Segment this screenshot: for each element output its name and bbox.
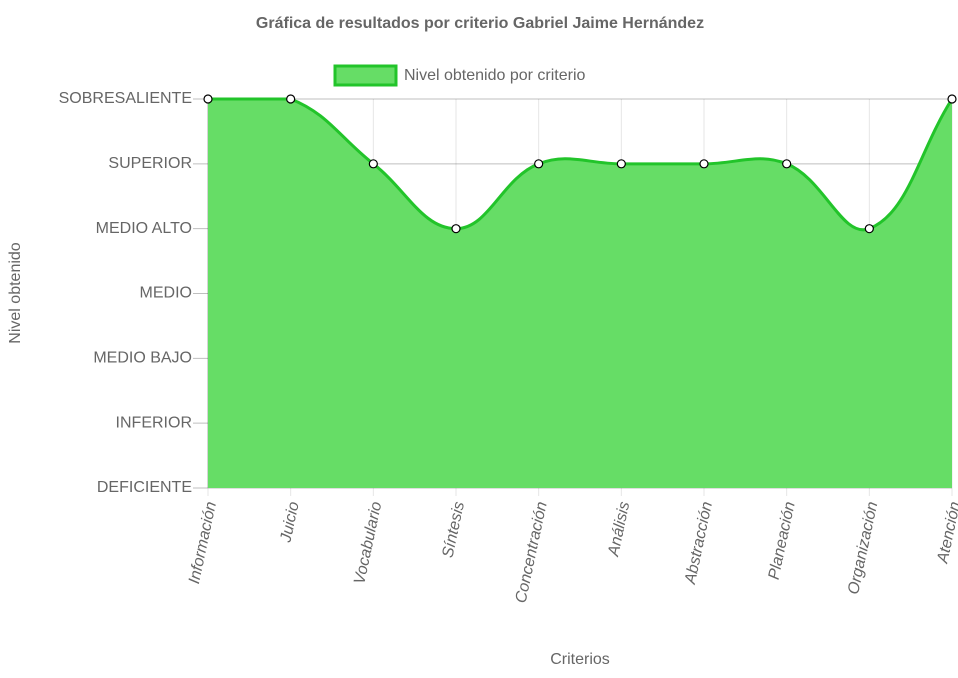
x-tick-label: Planeación: [766, 500, 799, 581]
point: [864, 224, 874, 234]
y-tick-label: MEDIO ALTO: [96, 220, 192, 237]
x-axis-label: Criterios: [550, 651, 610, 668]
legend-label: Nivel obtenido por criterio: [404, 67, 586, 84]
x-tick-label: Organización: [845, 500, 881, 596]
point: [203, 94, 213, 104]
y-tick-label: SUPERIOR: [108, 155, 192, 172]
point: [534, 159, 544, 169]
x-tick-label: Juicio: [277, 500, 302, 545]
point: [286, 94, 296, 104]
y-tick-label: MEDIO BAJO: [93, 350, 192, 367]
y-axis-label: Nivel obtenido: [7, 242, 24, 344]
legend-swatch: [333, 64, 398, 87]
y-tick-label: SOBRESALIENTE: [59, 90, 192, 107]
x-tick-label: Síntesis: [440, 500, 468, 559]
point: [451, 224, 461, 234]
line: [207, 97, 954, 232]
chart-title: Gráfica de resultados por criterio Gabri…: [256, 15, 704, 32]
x-tick-label: Atención: [934, 500, 958, 566]
y-tick-label: MEDIO: [140, 285, 192, 302]
area: [208, 99, 952, 488]
x-tick-label: Abstracción: [682, 500, 716, 586]
x-tick-label: Concentración: [513, 500, 551, 605]
point: [947, 94, 957, 104]
y-tick-label: INFERIOR: [116, 414, 192, 431]
point: [616, 159, 626, 169]
x-tick-label: Vocabulario: [351, 500, 385, 586]
point: [368, 159, 378, 169]
y-tick-label: DEFICIENTE: [97, 479, 192, 496]
x-tick-label: Información: [186, 500, 220, 585]
point: [782, 159, 792, 169]
point: [699, 159, 709, 169]
x-tick-label: Análisis: [605, 500, 633, 558]
